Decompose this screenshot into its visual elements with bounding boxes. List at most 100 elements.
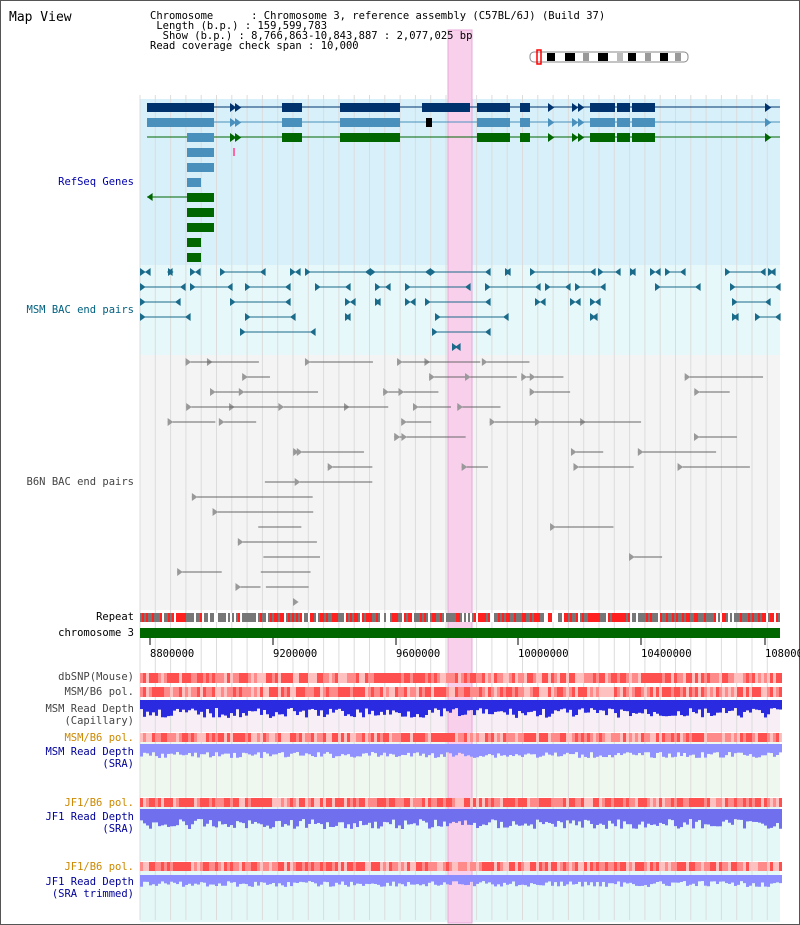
- pol-heat-mark: [527, 798, 530, 807]
- pol-heat-mark: [605, 673, 608, 683]
- msm-bac-end-pairs-label[interactable]: MSM BAC end pairs: [26, 304, 134, 316]
- refseq-genes-label[interactable]: RefSeq Genes: [58, 176, 134, 188]
- pol-heat-mark: [236, 673, 239, 683]
- read-depth-bar: [557, 744, 560, 757]
- pol-heat-mark: [626, 733, 629, 742]
- pol-heat-mark: [395, 687, 398, 697]
- pol-heat-mark: [473, 862, 476, 871]
- pol-heat-mark: [749, 798, 752, 807]
- read-depth-bar: [422, 700, 425, 718]
- read-depth-bar: [173, 700, 176, 711]
- gene-exon: [187, 178, 201, 187]
- repeat-mark: [204, 613, 206, 622]
- pol-heat-mark: [194, 673, 197, 683]
- pol-heat-mark: [206, 687, 209, 697]
- pol-heat-mark: [377, 673, 380, 683]
- pol-heat-mark: [413, 798, 416, 807]
- pol-heat-mark: [686, 733, 689, 742]
- pol-heat-mark: [680, 733, 683, 742]
- read-depth-bar: [329, 744, 332, 754]
- pol-heat-mark: [530, 798, 533, 807]
- read-depth-bar: [698, 875, 701, 882]
- pol-heat-mark: [197, 687, 200, 697]
- repeat-mark: [362, 613, 364, 622]
- pol-heat-mark: [290, 862, 293, 871]
- read-depth-bar: [497, 700, 500, 712]
- msm-b6-pol-sra-label[interactable]: MSM/B6 pol.: [64, 732, 134, 744]
- pol-heat-mark: [392, 687, 395, 697]
- read-depth-bar: [641, 744, 644, 756]
- b6n-bac-end-pairs-label[interactable]: B6N BAC end pairs: [26, 476, 134, 488]
- pol-heat-mark: [698, 798, 701, 807]
- read-depth-bar: [254, 744, 257, 755]
- pol-heat-mark: [437, 733, 440, 742]
- pol-heat-mark: [647, 687, 650, 697]
- pol-heat-mark: [161, 798, 164, 807]
- pol-heat-mark: [404, 733, 407, 742]
- repeat-mark: [468, 613, 470, 622]
- pol-heat-mark: [236, 798, 239, 807]
- read-depth-bar: [347, 875, 350, 887]
- pol-heat-mark: [683, 673, 686, 683]
- pol-heat-mark: [383, 862, 386, 871]
- pol-heat-mark: [344, 798, 347, 807]
- dbsnp-label[interactable]: dbSNP(Mouse): [58, 671, 134, 683]
- pol-heat-mark: [215, 673, 218, 683]
- pol-heat-mark: [434, 733, 437, 742]
- read-depth-bar: [776, 875, 779, 883]
- read-depth-bar: [140, 744, 143, 757]
- pol-heat-mark: [152, 687, 155, 697]
- pol-heat-mark: [671, 673, 674, 683]
- bac-end-marker: [285, 283, 291, 291]
- read-depth-bar: [329, 700, 332, 709]
- pol-heat-mark: [443, 862, 446, 871]
- read-depth-bar: [581, 700, 584, 709]
- bac-end-marker: [598, 268, 604, 276]
- jf1-b6-pol-trimmed-label[interactable]: JF1/B6 pol.: [64, 861, 134, 873]
- read-depth-bar: [188, 809, 191, 829]
- pol-heat-mark: [590, 673, 593, 683]
- repeat-mark: [530, 613, 532, 622]
- pol-heat-mark: [368, 798, 371, 807]
- repeat-mark: [766, 613, 768, 622]
- pol-heat-mark: [278, 687, 281, 697]
- read-depth-bar: [614, 875, 617, 885]
- repeat-mark: [270, 613, 272, 622]
- read-depth-bar: [743, 700, 746, 712]
- jf1-read-depth-sra-label-1[interactable]: JF1 Read Depth: [45, 811, 134, 823]
- read-depth-bar: [710, 744, 713, 755]
- repeat-mark: [444, 613, 446, 622]
- read-depth-bar: [344, 809, 347, 829]
- read-depth-bar: [413, 744, 416, 754]
- read-depth-bar: [404, 744, 407, 756]
- pol-heat-mark: [287, 798, 290, 807]
- pol-heat-mark: [560, 673, 563, 683]
- read-depth-bar: [338, 875, 341, 885]
- msm-b6-pol-label[interactable]: MSM/B6 pol.: [64, 686, 134, 698]
- pol-heat-mark: [650, 673, 653, 683]
- jf1-read-depth-trimmed-label-1[interactable]: JF1 Read Depth: [45, 876, 134, 888]
- pol-heat-mark: [362, 673, 365, 683]
- read-depth-bar: [626, 809, 629, 825]
- chromosome-key: Chromosome: [150, 10, 214, 22]
- repeat-mark: [686, 613, 688, 622]
- repeat-mark: [672, 613, 674, 622]
- pol-heat-mark: [416, 687, 419, 697]
- jf1-b6-pol-label[interactable]: JF1/B6 pol.: [64, 797, 134, 809]
- pol-heat-mark: [581, 673, 584, 683]
- pol-heat-mark: [464, 687, 467, 697]
- bac-end-marker: [405, 298, 411, 306]
- pol-heat-mark: [428, 673, 431, 683]
- pol-heat-mark: [704, 733, 707, 742]
- pol-heat-mark: [188, 798, 191, 807]
- pol-heat-mark: [323, 798, 326, 807]
- pol-heat-mark: [668, 687, 671, 697]
- read-depth-bar: [380, 700, 383, 712]
- read-depth-bar: [212, 744, 215, 757]
- read-depth-bar: [236, 744, 239, 758]
- pol-heat-mark: [713, 673, 716, 683]
- msm-read-depth-sra-label-1[interactable]: MSM Read Depth: [45, 746, 134, 758]
- msm-read-depth-capillary-label-1[interactable]: MSM Read Depth: [45, 703, 134, 715]
- pol-heat-mark: [581, 798, 584, 807]
